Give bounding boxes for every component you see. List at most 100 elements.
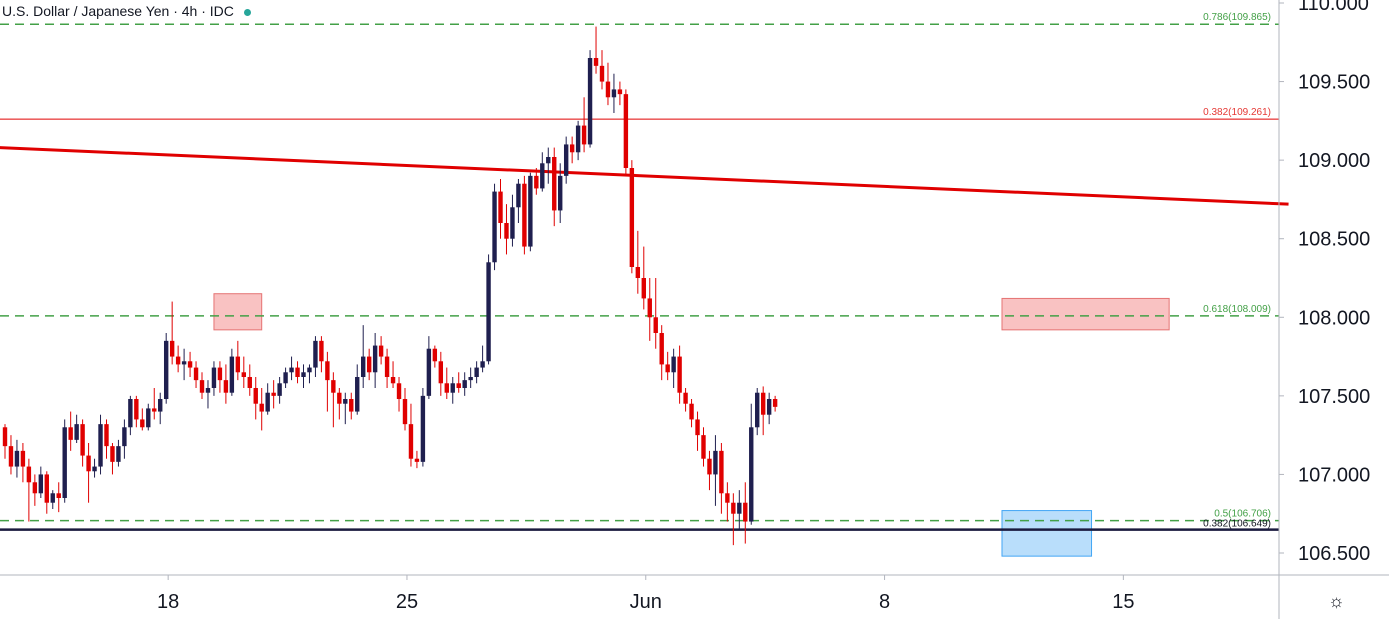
candle <box>605 62 611 106</box>
candle <box>247 364 252 396</box>
gear-icon[interactable]: ☼ <box>1328 591 1345 611</box>
candle <box>725 482 730 522</box>
candle <box>611 73 617 113</box>
candle-body <box>331 380 336 393</box>
candle <box>313 336 318 377</box>
candle <box>38 466 44 498</box>
candle <box>486 254 491 365</box>
candle-body <box>760 392 766 415</box>
candle-body <box>62 427 67 498</box>
candle <box>253 377 258 420</box>
candle-body <box>50 493 55 503</box>
candle <box>289 356 294 381</box>
candle-body <box>32 482 38 494</box>
candle-body <box>2 427 8 447</box>
candle-body <box>731 502 736 514</box>
candle <box>116 439 121 467</box>
candle-body <box>8 446 14 467</box>
candle-body <box>265 392 270 412</box>
candle-body <box>283 372 288 384</box>
candle-body <box>211 367 217 388</box>
candle-body <box>689 403 694 420</box>
x-tick-label-4: 15 <box>1112 591 1134 613</box>
candle <box>558 163 563 223</box>
candle-body <box>671 356 676 373</box>
candle-body <box>450 383 455 393</box>
candle-body <box>456 383 461 388</box>
candle <box>766 392 772 425</box>
candle <box>86 443 91 503</box>
candle <box>540 152 545 192</box>
candle-body <box>492 191 497 263</box>
candle <box>193 361 199 388</box>
candle-body <box>68 427 73 440</box>
candle <box>140 408 145 431</box>
candle-body <box>187 361 193 368</box>
candle <box>629 160 635 274</box>
candles-layer <box>2 26 778 546</box>
candle <box>307 364 312 384</box>
candle-body <box>468 377 473 381</box>
candle <box>235 340 241 381</box>
fib-level-label-0: 0.786(109.865) <box>1203 12 1271 23</box>
candle-body <box>540 163 545 189</box>
candle-body <box>695 419 700 436</box>
candle <box>719 443 724 514</box>
candle-body <box>313 340 318 368</box>
candle <box>522 175 527 255</box>
candle <box>587 50 593 148</box>
candle <box>701 427 706 467</box>
candle-body <box>611 89 617 98</box>
candle <box>593 26 599 74</box>
candle-body <box>152 408 157 412</box>
candle <box>563 136 569 184</box>
candle-body <box>719 450 724 494</box>
candle-body <box>205 388 211 393</box>
candle <box>62 419 67 503</box>
candle-body <box>498 191 503 223</box>
candle-body <box>635 267 641 278</box>
candle-body <box>325 361 330 381</box>
candle <box>331 372 336 428</box>
candle <box>713 435 718 506</box>
candle-body <box>259 403 264 412</box>
candle-body <box>128 399 133 428</box>
candle-body <box>295 367 300 377</box>
candle <box>653 278 658 349</box>
candle-body <box>605 81 611 98</box>
candle-body <box>116 446 121 462</box>
candle <box>205 380 211 409</box>
candle <box>110 443 115 475</box>
candle <box>325 351 330 412</box>
candle <box>366 348 372 381</box>
candle <box>74 414 79 443</box>
candle-body <box>558 175 563 211</box>
candle <box>468 367 473 388</box>
candle-body <box>438 361 444 384</box>
candle-body <box>552 157 557 211</box>
candle <box>128 395 133 436</box>
candle <box>635 230 641 294</box>
candle-body <box>140 419 145 428</box>
candle <box>44 471 49 514</box>
candle-body <box>737 502 742 514</box>
chart-legend[interactable]: U.S. Dollar / Japanese Yen · 4h · IDC <box>2 3 251 19</box>
x-tick-label-3: 8 <box>879 591 890 613</box>
candle-body <box>235 356 241 373</box>
candle <box>498 179 503 239</box>
candle <box>581 97 587 153</box>
candle <box>677 345 682 404</box>
candle <box>420 388 426 467</box>
candle-body <box>575 125 581 153</box>
candle <box>402 388 408 431</box>
candle-body <box>319 340 324 362</box>
candle-body <box>74 424 79 440</box>
candle-body <box>247 377 252 388</box>
candle-body <box>414 458 420 462</box>
candle-body <box>14 450 20 467</box>
candle <box>689 399 694 428</box>
candle <box>462 372 467 396</box>
candle <box>426 336 432 399</box>
candle <box>8 435 14 475</box>
